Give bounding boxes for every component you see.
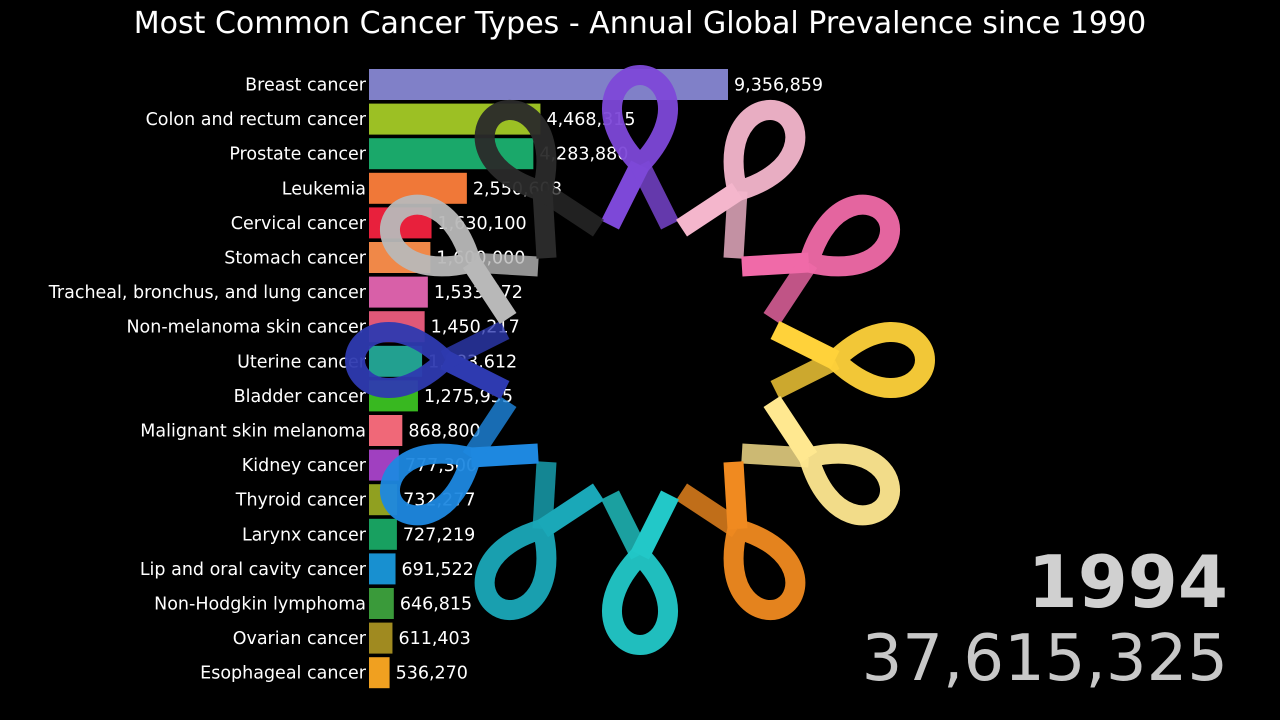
bar-6 [369, 276, 428, 308]
value-label: 727,219 [403, 525, 475, 545]
chart-title: Most Common Cancer Types - Annual Global… [133, 6, 1147, 41]
value-label: 868,800 [408, 422, 480, 442]
category-label: Non-melanoma skin cancer [126, 318, 366, 338]
category-label: Non-Hodgkin lymphoma [154, 595, 366, 615]
category-label: Malignant skin melanoma [140, 422, 366, 442]
category-label: Bladder cancer [234, 387, 367, 407]
bar-13 [369, 518, 397, 550]
bars-group: Breast cancer 9,356,859 Colon and rectum c… [48, 69, 823, 689]
category-label: Tracheal, bronchus, and lung cancer [48, 283, 367, 303]
category-label: Larynx cancer [242, 525, 367, 545]
value-label: 611,403 [398, 629, 470, 649]
category-label: Kidney cancer [242, 456, 367, 476]
category-label: Stomach cancer [224, 249, 367, 269]
category-label: Uterine cancer [237, 352, 367, 372]
bar-10 [369, 415, 403, 446]
value-label: 536,270 [396, 664, 468, 684]
ribbon-icon [380, 194, 539, 324]
ribbon-icon [676, 461, 806, 620]
category-label: Thyroid cancer [235, 491, 367, 511]
category-label: Prostate cancer [229, 145, 366, 165]
bar-14 [369, 553, 396, 585]
ribbon-icon [741, 194, 900, 324]
category-label: Cervical cancer [231, 214, 367, 234]
ribbon-icon [380, 396, 539, 526]
category-label: Lip and oral cavity cancer [140, 560, 367, 580]
ribbon-icon [676, 100, 806, 259]
year-counter: 1994 [1027, 540, 1228, 624]
category-label: Esophageal cancer [200, 664, 367, 684]
total-counter: 37,615,325 [861, 622, 1228, 696]
value-label: 646,815 [400, 595, 472, 615]
value-label: 9,356,859 [734, 76, 823, 96]
bar-15 [369, 588, 394, 619]
ribbon-icon [601, 490, 679, 656]
ribbon-icon [344, 321, 510, 399]
ribbon-icon [770, 321, 936, 399]
ribbon-icon [474, 461, 604, 620]
ribbon-icon [741, 396, 900, 526]
awareness-ribbon-wreath [344, 64, 936, 656]
category-label: Leukemia [282, 179, 366, 199]
ribbon-icon [601, 64, 679, 230]
bar-16 [369, 622, 393, 654]
category-label: Colon and rectum cancer [146, 110, 367, 130]
category-label: Breast cancer [245, 76, 367, 96]
ribbon-icon [474, 100, 604, 259]
value-label: 4,283,880 [539, 145, 628, 165]
value-label: 691,522 [402, 560, 474, 580]
bar-17 [369, 657, 390, 689]
category-label: Ovarian cancer [233, 629, 367, 649]
